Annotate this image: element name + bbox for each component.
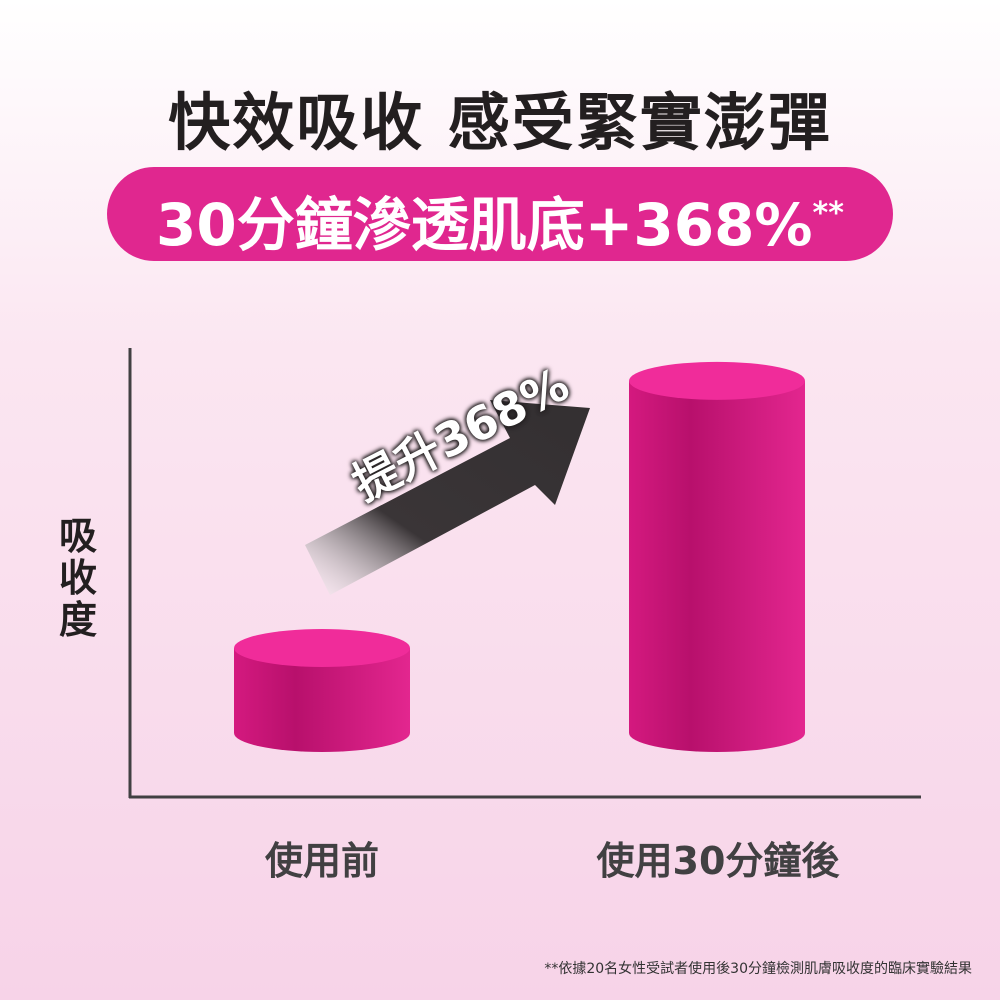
highlight-badge: 30分鐘滲透肌底+368%**: [107, 167, 893, 261]
footnote: **依據20名女性受試者使用後30分鐘檢測肌膚吸收度的臨床實驗結果: [544, 961, 972, 977]
increase-arrow: [305, 400, 590, 595]
bar-top: [629, 361, 805, 400]
headline: 快效吸收 感受緊實澎彈: [168, 86, 832, 159]
y-axis-label: 吸收度: [58, 514, 97, 642]
x-tick-label-after: 使用30分鐘後: [596, 839, 840, 883]
bar-body: [234, 648, 410, 752]
badge-text: 30分鐘滲透肌底+368%: [156, 191, 813, 259]
x-tick-label-before: 使用前: [264, 839, 379, 883]
bar-top: [234, 629, 410, 667]
bar-1: [629, 361, 805, 752]
bar-0: [234, 629, 410, 752]
bar-body: [629, 380, 805, 752]
badge-footnote-mark: **: [812, 196, 844, 231]
